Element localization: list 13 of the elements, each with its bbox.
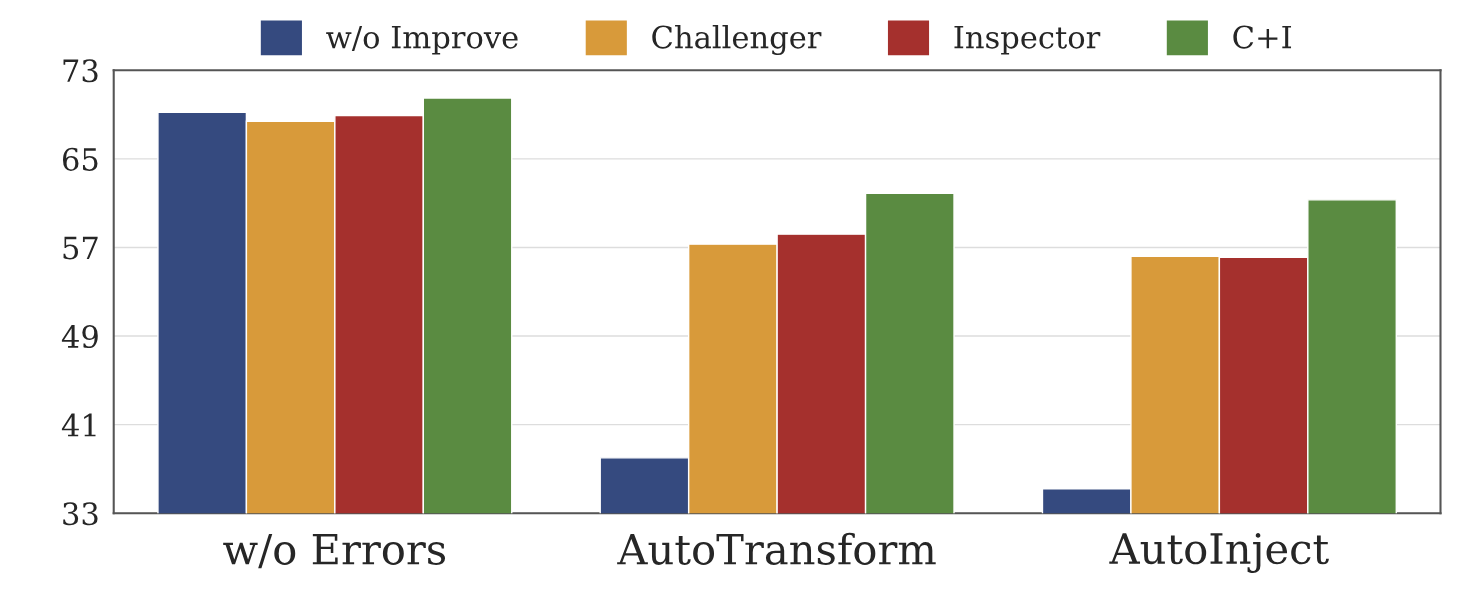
y-tick-label: 33 <box>63 502 98 526</box>
legend-label: Inspector <box>954 25 1101 55</box>
x-tick-label: w/o Errors <box>223 533 446 569</box>
x-tick-label: AutoTransform <box>617 532 936 565</box>
legend-label: C+I <box>1233 25 1292 49</box>
x-tick-label: AutoInject <box>1109 533 1329 574</box>
y-tick-label: 49 <box>61 324 98 349</box>
legend-label: w/o Improve <box>326 25 518 55</box>
legend-label: Challenger <box>652 24 822 55</box>
y-tick-label: 41 <box>61 413 96 437</box>
y-tick-label: 65 <box>63 147 98 171</box>
y-tick-label: 73 <box>63 59 98 83</box>
y-tick-label: 57 <box>63 236 98 260</box>
